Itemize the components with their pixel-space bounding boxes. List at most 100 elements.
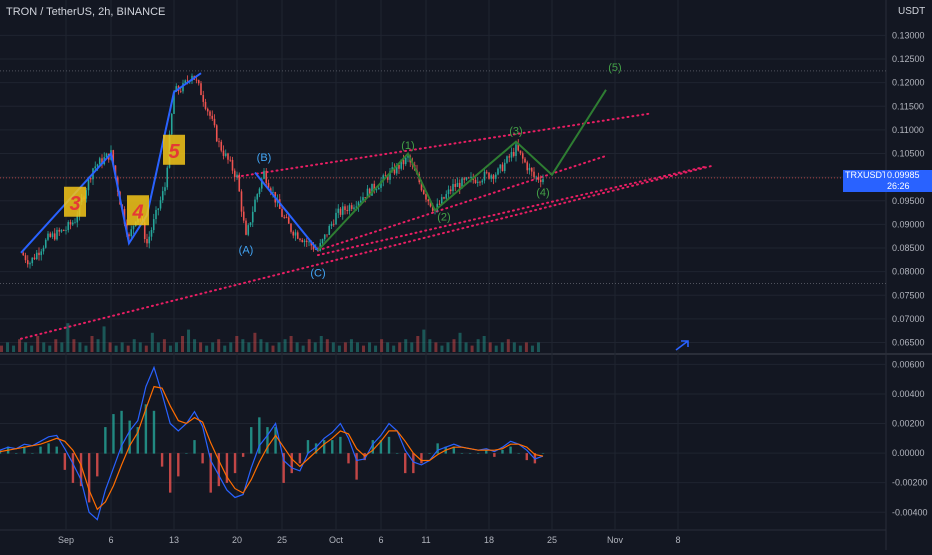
candle-body [452,184,454,192]
price-axis: 0.13000 0.12500 0.12000 0.11500 0.11000 0.105… [892,30,928,517]
volume-bar [247,342,251,352]
candle-body [290,223,292,232]
candle-body [204,101,207,109]
volume-bar [277,342,281,352]
candle-body [312,245,315,250]
histogram-bar [104,427,107,454]
candle-body [483,171,486,181]
candle-body [184,80,187,84]
candle-body [503,162,506,172]
volume-bar [199,342,203,352]
candle-body [150,230,153,237]
candle-body [128,234,130,237]
correction-wave-line [254,171,319,252]
candle-body [447,189,450,195]
volume-bar [6,342,10,352]
volume-bar [12,345,16,352]
candle-body [101,158,103,165]
candle-body [157,208,160,210]
candle-body [74,222,76,224]
histogram-bar [501,449,504,454]
candle-body [182,83,184,92]
candle-body [245,220,247,235]
volume-bar [422,329,426,352]
time-tick-label: 8 [675,535,680,545]
histogram-bar [541,453,545,454]
trendlines [20,112,715,340]
candle-body [470,176,472,179]
time-tick-label: 20 [232,535,242,545]
histogram-bar [185,453,188,454]
candle-body [436,203,439,211]
price-tick-label: 0.11000 [892,125,924,135]
candle-body [445,194,448,199]
candle-body [197,80,200,84]
candle-body [429,201,432,207]
candle-body [481,180,484,183]
volume-bar [235,336,239,352]
time-tick-label: 13 [169,535,179,545]
candle-body [467,177,470,179]
volume-bar [307,339,311,352]
candle-body [272,191,274,193]
histogram-bar [112,414,115,454]
volume-bar [193,339,197,352]
volume-bar [259,339,263,352]
histogram-bar [47,443,50,454]
histogram-bar [160,453,164,467]
volume-bar [506,339,510,352]
volume-bar [464,342,468,352]
volume-bar [331,342,335,352]
volume-bar [48,345,52,352]
candle-body [402,159,405,165]
histogram-bar [128,420,131,454]
volume-bar [386,342,390,352]
histogram-bar [452,446,456,454]
time-tick-label: 25 [547,535,557,545]
candle-body [474,179,477,183]
candle-body [517,144,520,151]
impulse-wave-label: (5) [608,62,621,74]
candles [22,73,544,269]
price-tick-label: 0.13000 [892,30,925,40]
volume-bar [355,342,359,352]
histogram-bar [266,427,269,454]
candle-body [148,236,151,244]
candle-body [337,208,340,213]
candle-body [51,233,54,237]
candle-body [463,178,466,180]
candle-body [94,166,97,169]
histogram-bar [290,453,293,474]
candle-body [195,79,198,81]
histogram-bar [339,436,342,454]
candle-body [24,255,27,261]
price-tick-label: 0.09500 [892,196,925,206]
histogram-bar [71,453,75,483]
candle-body [238,174,241,192]
symbol-chip[interactable]: TRXUSDT [843,170,888,192]
volume-bar [42,342,46,352]
candle-body [314,249,317,250]
candle-body [60,229,63,232]
last-price-badge: 0.09985 26:26 [885,170,932,192]
histogram-bar [314,443,318,454]
candle-body [353,207,355,209]
volume-bar [144,345,148,352]
candle-body [348,205,351,212]
price-tick-label: 0.09000 [892,219,925,229]
histogram-bar [136,427,139,454]
candle-body [308,241,310,243]
impulse-wave-label: (1) [401,140,414,152]
macd-line [0,365,544,521]
candle-body [218,141,220,143]
candle-body [539,179,542,183]
candle-body [242,211,245,221]
projection-wave-line [317,89,607,252]
volume-bar [289,336,293,352]
candle-body [65,230,67,231]
abc-wave-label: (A) [239,245,254,257]
time-tick-label: 25 [277,535,287,545]
candle-body [206,108,209,112]
currency-unit: USDT [898,6,926,17]
